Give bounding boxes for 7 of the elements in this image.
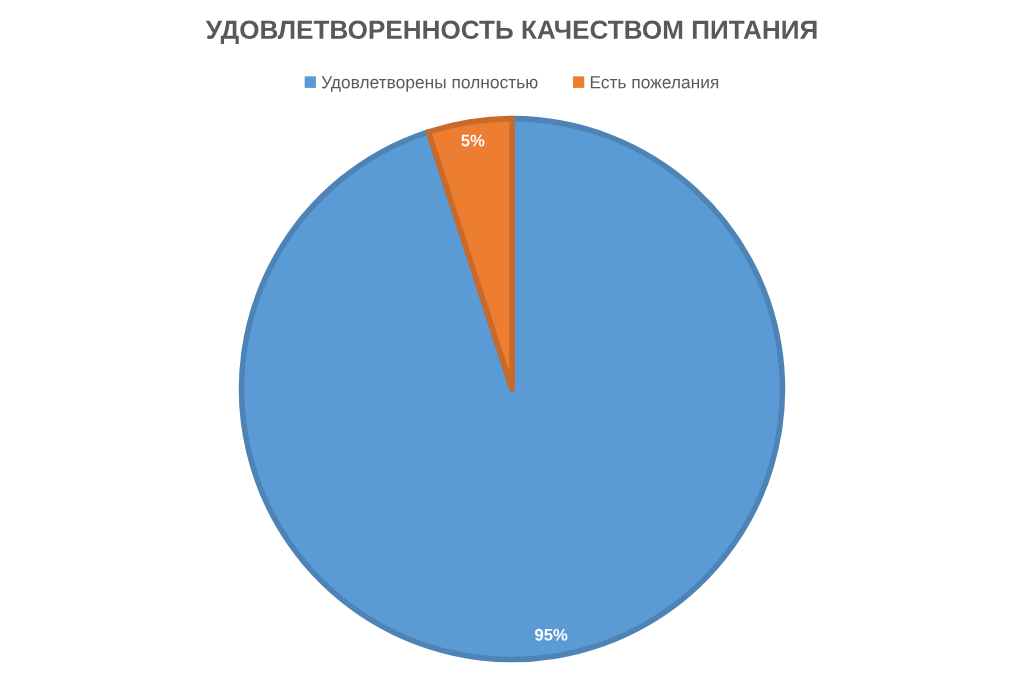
legend-label: Есть пожелания — [590, 76, 719, 89]
pie-slice — [238, 115, 786, 663]
chart-title: УДОВЛЕТВОРЕННОСТЬ КАЧЕСТВОМ ПИТАНИЯ — [205, 20, 817, 44]
data-label: 5% — [461, 134, 485, 147]
data-label: 95% — [535, 628, 568, 641]
legend-label: Удовлетворены полностью — [321, 76, 538, 92]
pie-slice — [425, 115, 515, 392]
